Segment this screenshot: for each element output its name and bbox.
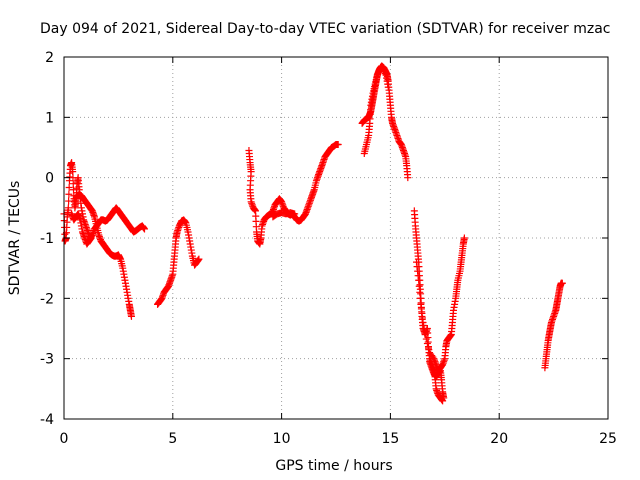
data-point xyxy=(127,312,135,320)
data-point xyxy=(421,331,429,339)
data-point xyxy=(65,197,73,205)
data-point xyxy=(69,168,77,176)
data-point xyxy=(416,288,424,296)
grid-lines xyxy=(64,57,608,419)
y-tick-label: -2 xyxy=(40,291,54,307)
x-axis-label: GPS time / hours xyxy=(275,458,392,474)
y-tick-label: -4 xyxy=(40,412,54,428)
data-points xyxy=(60,62,566,405)
y-tick-label: 2 xyxy=(45,50,54,66)
data-point xyxy=(558,279,566,287)
x-tick-label: 10 xyxy=(273,431,291,447)
y-tick-label: 1 xyxy=(45,110,54,126)
data-point xyxy=(87,234,95,242)
data-point xyxy=(422,335,430,343)
y-tick-label: -1 xyxy=(40,231,54,247)
x-tick-label: 15 xyxy=(381,431,399,447)
data-point xyxy=(439,397,447,405)
y-axis-label: SDTVAR / TECUs xyxy=(7,181,23,296)
x-tick-labels: 0 5 10 15 20 25 xyxy=(60,431,617,447)
data-point xyxy=(65,190,73,198)
data-point xyxy=(460,234,468,242)
data-point xyxy=(404,174,412,182)
data-point xyxy=(384,83,392,91)
data-point xyxy=(334,140,342,148)
x-tick-label: 25 xyxy=(599,431,617,447)
data-point xyxy=(65,183,73,191)
y-tick-labels: -4 -3 -2 -1 0 1 2 xyxy=(40,50,54,428)
data-point xyxy=(424,344,432,352)
data-point xyxy=(64,204,72,212)
data-point xyxy=(195,255,203,263)
data-point xyxy=(423,340,431,348)
data-point xyxy=(291,210,299,218)
y-tick-label: -3 xyxy=(40,352,54,368)
data-point xyxy=(416,294,424,302)
chart-title: Day 094 of 2021, Sidereal Day-to-day VTE… xyxy=(40,21,610,37)
data-point xyxy=(429,353,437,361)
x-tick-label: 0 xyxy=(60,431,69,447)
data-point xyxy=(440,394,448,402)
data-point xyxy=(141,225,149,233)
y-tick-label: 0 xyxy=(45,171,54,187)
data-point xyxy=(415,276,423,284)
axis-ticks xyxy=(63,56,609,420)
data-point xyxy=(415,282,423,290)
x-tick-label: 5 xyxy=(168,431,177,447)
data-point xyxy=(61,230,69,238)
x-tick-label: 20 xyxy=(490,431,508,447)
